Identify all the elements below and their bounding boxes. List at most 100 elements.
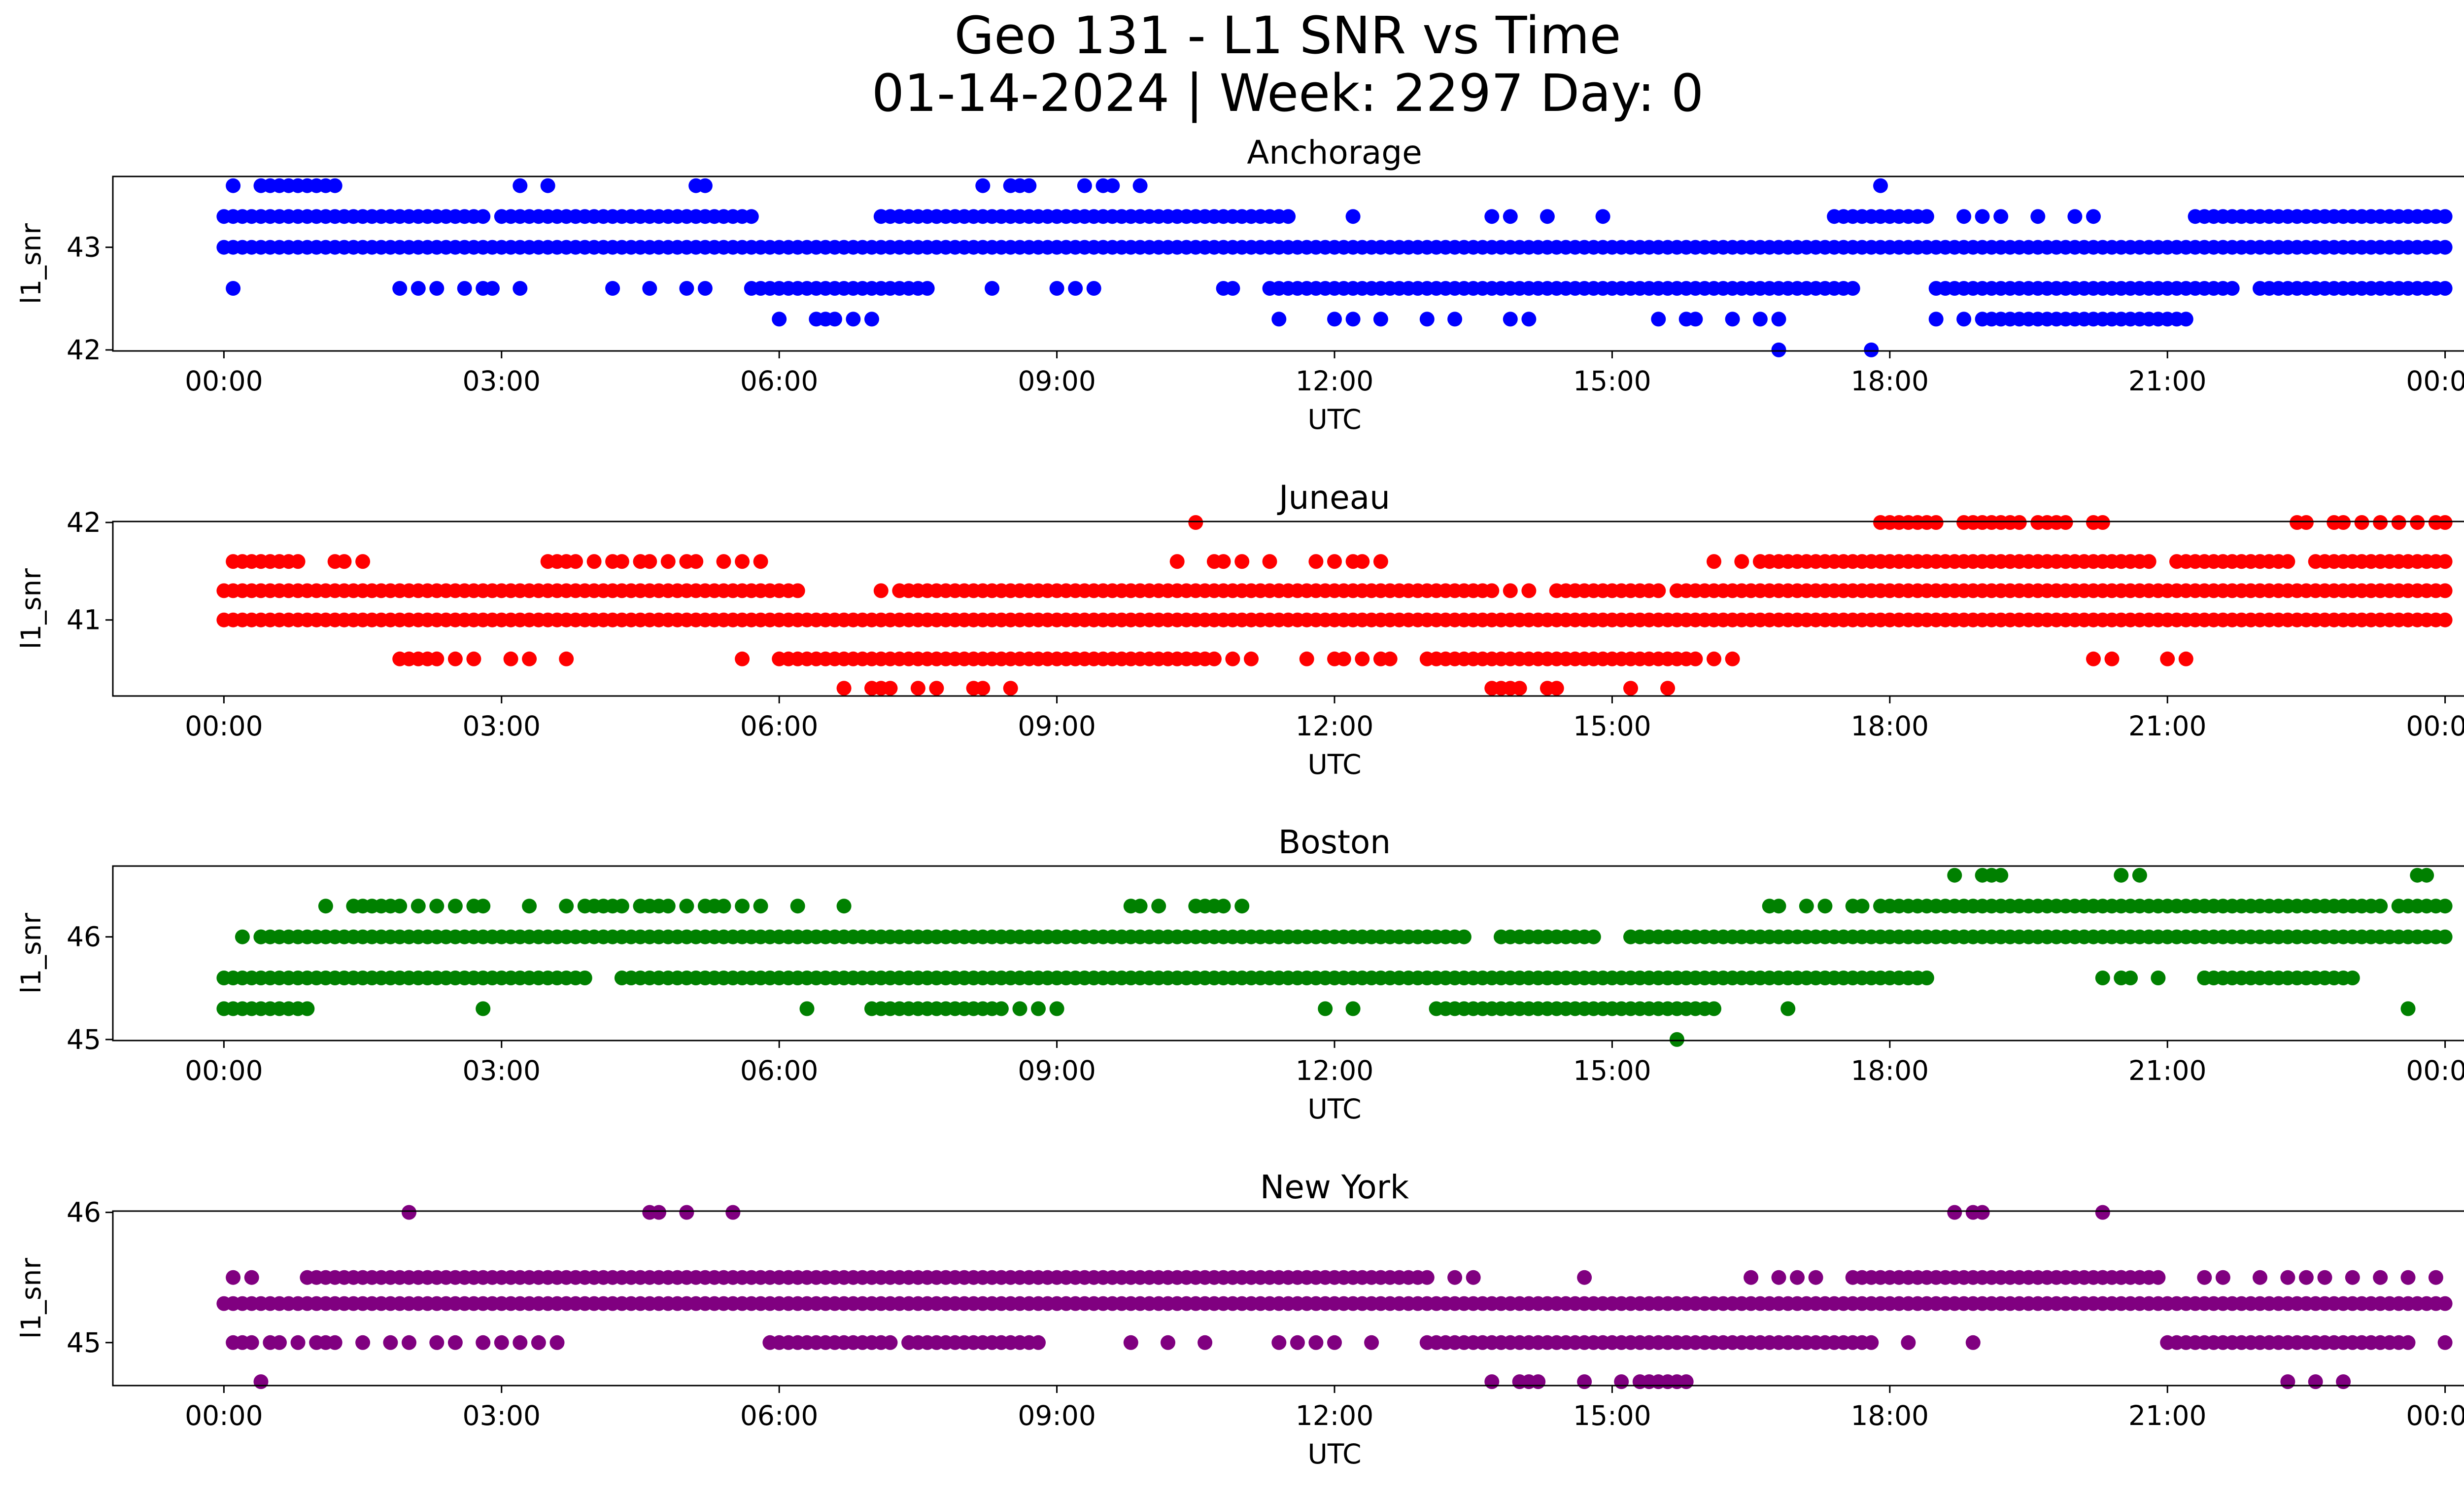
data-point — [2197, 971, 2212, 985]
data-point — [2437, 612, 2453, 627]
data-point — [2437, 554, 2453, 569]
subplot-anchorage: Anchorage 00:00 03:00 06:00 09:00 12:00 15:00 1… — [15, 134, 2464, 435]
data-point — [540, 178, 555, 193]
x-tick-label: 06:00 — [740, 1400, 819, 1431]
data-point — [272, 1335, 287, 1350]
data-point — [531, 1335, 546, 1350]
y-axis-label: l1_snr — [15, 1258, 47, 1339]
data-point — [1049, 281, 1064, 296]
data-point — [1355, 554, 1370, 569]
data-point — [1234, 554, 1250, 569]
x-tick-label: 12:00 — [1296, 710, 1374, 742]
data-point — [513, 1335, 528, 1350]
x-tick-label: 21:00 — [2128, 365, 2207, 397]
x-tick-label: 03:00 — [463, 710, 541, 742]
data-point — [1660, 681, 1676, 696]
data-point — [476, 209, 491, 224]
data-point — [2095, 515, 2110, 530]
data-point — [2437, 1296, 2453, 1311]
data-point — [2030, 209, 2046, 224]
data-point — [1993, 209, 2009, 224]
data-point — [2345, 971, 2360, 985]
data-point — [2095, 1205, 2110, 1220]
data-point — [1864, 1335, 1879, 1350]
x-tick-label: 09:00 — [1018, 710, 1096, 742]
data-point — [975, 681, 991, 696]
data-point — [1484, 209, 1500, 224]
data-point — [1447, 1270, 1463, 1285]
data-point — [697, 281, 713, 296]
data-point — [466, 651, 481, 666]
data-point — [2086, 651, 2101, 666]
data-point — [790, 583, 805, 598]
x-tick-label: 00:00 — [185, 1400, 263, 1431]
data-point — [1169, 554, 1185, 569]
data-point — [660, 899, 676, 914]
data-point — [1281, 209, 1296, 224]
data-point — [836, 899, 852, 914]
data-point — [1299, 651, 1314, 666]
data-point — [1725, 312, 1740, 327]
data-point — [2437, 281, 2453, 296]
x-tick-label: 03:00 — [463, 365, 541, 397]
data-point — [1771, 899, 1786, 914]
data-point — [513, 281, 528, 296]
data-point — [1466, 1270, 1481, 1285]
data-point — [1225, 651, 1240, 666]
y-tick-label: 46 — [67, 1197, 101, 1228]
y-tick-label: 46 — [67, 921, 101, 953]
data-point — [2400, 1001, 2416, 1016]
data-point — [411, 281, 426, 296]
data-point — [642, 281, 657, 296]
x-tick-label: 18:00 — [1851, 1055, 1929, 1086]
data-point — [1707, 554, 1721, 569]
data-point — [1484, 1374, 1500, 1390]
data-point — [1077, 178, 1092, 193]
data-point — [235, 929, 250, 944]
x-tick-label: 21:00 — [2128, 710, 2207, 742]
data-point — [1956, 209, 1972, 224]
data-point — [1234, 899, 1250, 914]
data-point — [1669, 1032, 1684, 1047]
data-point — [1678, 1374, 1694, 1390]
data-point — [1382, 651, 1398, 666]
data-point — [485, 281, 500, 296]
x-tick-label: 12:00 — [1296, 365, 1374, 397]
data-point — [1484, 583, 1500, 598]
data-point — [2151, 1270, 2166, 1285]
data-point — [1521, 583, 1537, 598]
x-tick-label: 15:00 — [1573, 710, 1651, 742]
subplot-new-york: New York 00:00 03:00 06:00 09:00 12:00 15:00 18… — [15, 1168, 2464, 1470]
data-point — [226, 1270, 241, 1285]
x-tick-label: 00:00 — [2406, 710, 2464, 742]
data-point — [1531, 1374, 1546, 1390]
data-point — [1373, 554, 1388, 569]
data-point — [2114, 1270, 2129, 1285]
data-point — [660, 554, 676, 569]
x-tick-label: 00:00 — [185, 1055, 263, 1086]
data-point — [1540, 209, 1555, 224]
data-point — [975, 178, 991, 193]
data-point — [318, 899, 333, 914]
figure-title-line1: Geo 131 - L1 SNR vs Time — [954, 5, 1621, 66]
data-point — [1318, 1001, 1333, 1016]
data-point — [2437, 515, 2453, 530]
data-point — [1771, 1270, 1786, 1285]
data-point — [1975, 209, 1990, 224]
data-point — [2410, 515, 2425, 530]
data-point — [1651, 312, 1666, 327]
data-point — [1327, 1335, 1342, 1350]
data-point — [827, 312, 842, 327]
data-point — [1854, 899, 1870, 914]
data-point — [929, 681, 944, 696]
data-point — [1725, 651, 1740, 666]
data-point — [1123, 1335, 1138, 1350]
data-point — [2373, 1270, 2388, 1285]
data-point — [457, 281, 472, 296]
data-point — [2298, 515, 2314, 530]
x-tick-label: 21:00 — [2128, 1055, 2207, 1086]
data-point — [1614, 1374, 1629, 1390]
data-point — [1244, 651, 1259, 666]
data-point — [1521, 312, 1537, 327]
